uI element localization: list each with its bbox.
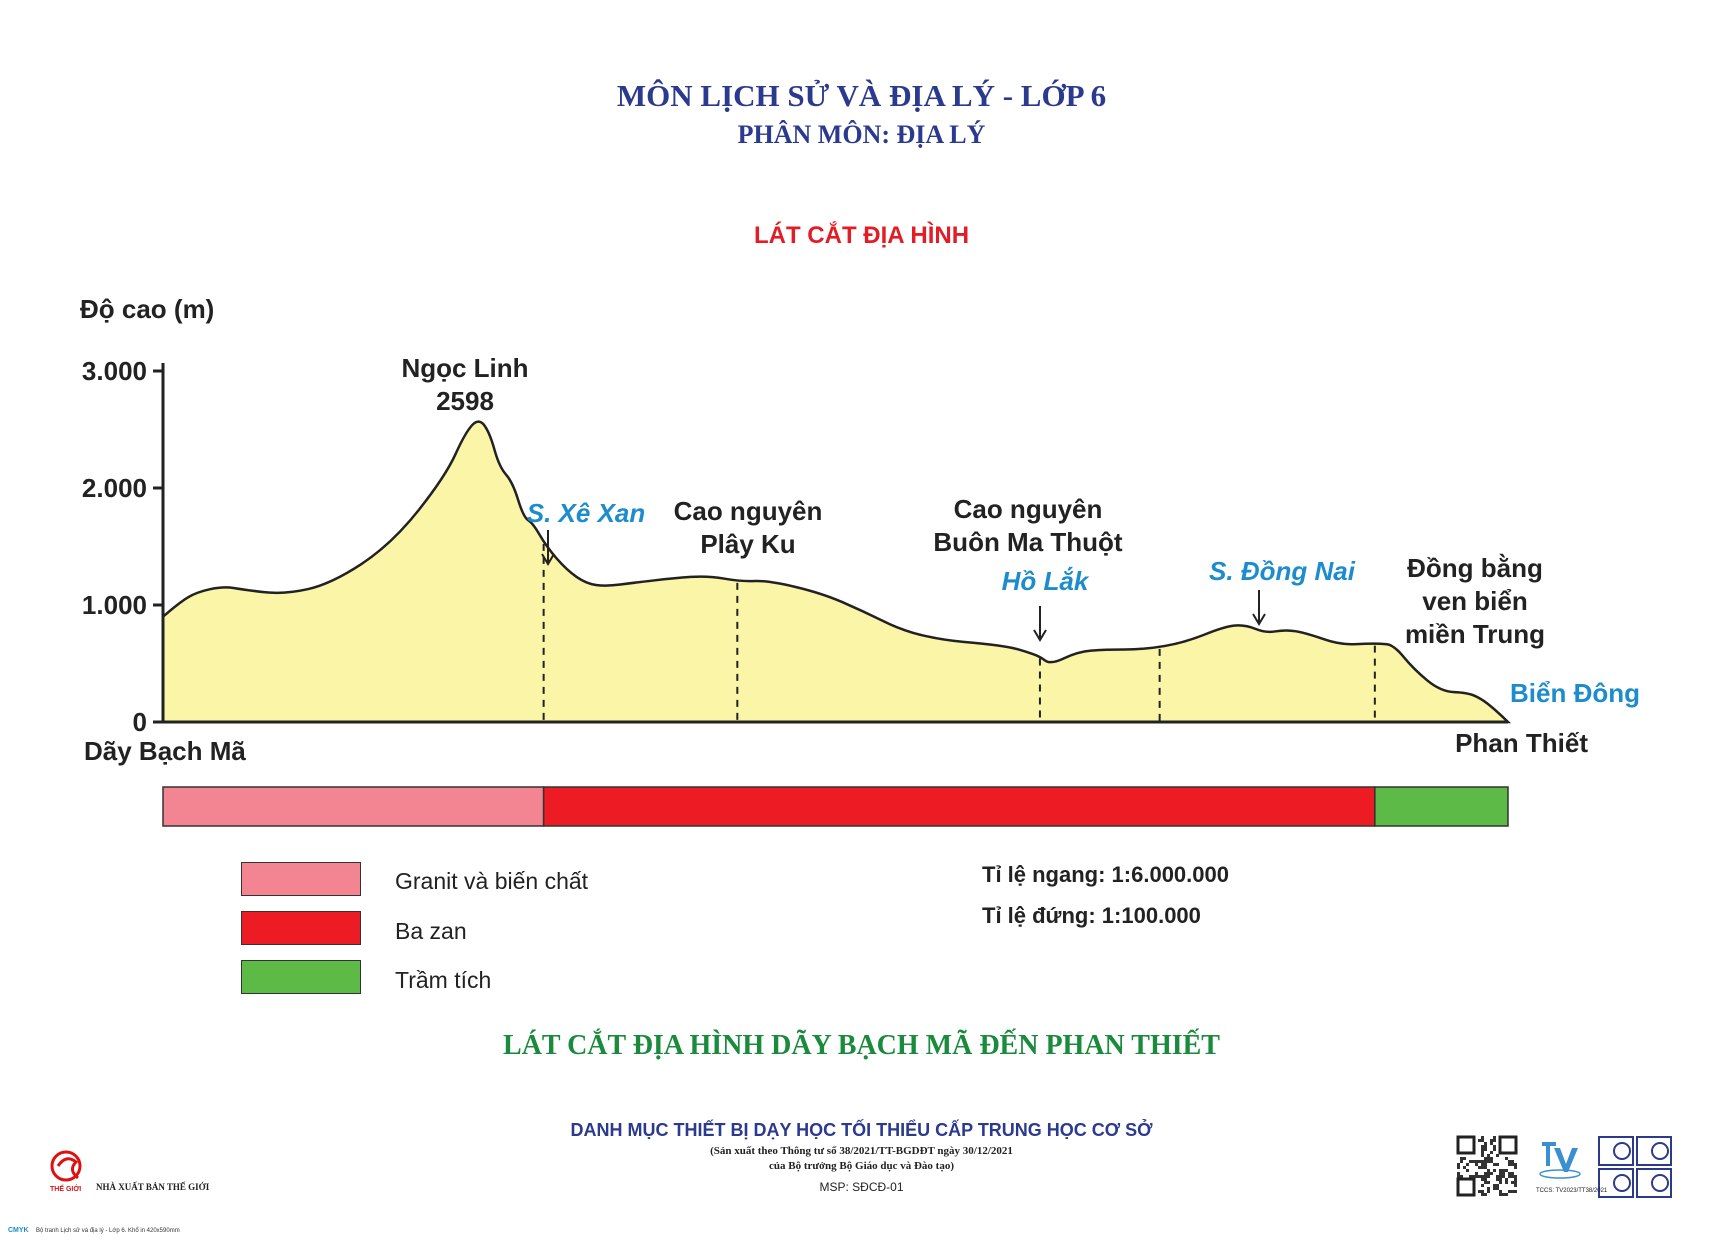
- legend-label-sediment: Trầm tích: [395, 967, 492, 993]
- y-tick-label: 2.000: [82, 473, 147, 503]
- horizontal-scale: Tỉ lệ ngang: 1:6.000.000: [982, 862, 1229, 887]
- iso-badges-icon: [1598, 1136, 1672, 1198]
- vertical-scale: Tỉ lệ đứng: 1:100.000: [982, 903, 1201, 928]
- publisher-logo-text: THẾ GIỚI: [50, 1186, 82, 1193]
- y-tick-label: 1.000: [82, 590, 147, 620]
- end-label: Phan Thiết: [1455, 728, 1588, 758]
- publisher-logo-icon: [50, 1150, 82, 1182]
- start-label: Dãy Bạch Mã: [84, 736, 246, 766]
- plain-line2: ven biển: [1422, 586, 1527, 616]
- footer-title: DANH MỤC THIẾT BỊ DẠY HỌC TỐI THIỂU CẤP …: [570, 1120, 1153, 1140]
- plain-line1: Đồng bằng: [1407, 553, 1543, 583]
- print-note: Bộ tranh Lịch sử và địa lý - Lớp 6. Khổ …: [36, 1228, 180, 1234]
- cmyk-mark: CMYK: [8, 1227, 29, 1234]
- plateau-playku-line2: Plây Ku: [700, 529, 795, 559]
- arrow-icon: [541, 530, 555, 566]
- river-dongnai-label: S. Đồng Nai: [1209, 556, 1356, 586]
- branch-title: PHÂN MÔN: ĐỊA LÝ: [737, 120, 986, 149]
- y-axis: [161, 363, 1508, 724]
- qr-code-icon: [1456, 1135, 1518, 1197]
- y-tick-label: 0: [133, 707, 147, 737]
- lake-lak-label: Hồ Lắk: [1002, 566, 1090, 596]
- footer-subtitle-2: của Bộ trưởng Bộ Giáo dục và Đào tạo): [768, 1160, 955, 1172]
- terrain-dividers: [542, 543, 1376, 722]
- plateau-buonmathuot-line1: Cao nguyên: [954, 494, 1103, 524]
- legend-label-granite: Granit và biến chất: [395, 868, 589, 894]
- legend-swatch-basalt: [241, 911, 361, 945]
- truongviet-logo-icon: [1539, 1142, 1581, 1179]
- section-title: LÁT CẮT ĐỊA HÌNH: [753, 222, 970, 249]
- publisher-name: NHÀ XUẤT BẢN THẾ GIỚI: [96, 1182, 210, 1192]
- tccs-code: TCCS: TV2023/TT38/2021: [1536, 1188, 1608, 1194]
- peak-name-label: Ngọc Linh: [401, 353, 528, 383]
- certification-block: TCCS: TV2023/TT38/2021: [1536, 1136, 1676, 1198]
- geology-segment: [162, 786, 545, 827]
- footer-subtitle-1: (Sản xuất theo Thông tư số 38/2021/TT-BG…: [710, 1145, 1013, 1157]
- plateau-playku-line1: Cao nguyên: [674, 496, 823, 526]
- y-ticks: 3.000 2.000 1.000 0: [82, 356, 163, 737]
- publisher-block: THẾ GIỚI NHÀ XUẤT BẢN THẾ GIỚI: [42, 1148, 242, 1198]
- y-axis-label: Độ cao (m): [80, 294, 214, 324]
- msp-code: MSP: SĐCĐ-01: [819, 1180, 904, 1194]
- subject-title: MÔN LỊCH SỬ VÀ ĐỊA LÝ - LỚP 6: [616, 78, 1107, 113]
- geology-segment: [542, 786, 1376, 827]
- arrow-icon: [1252, 590, 1266, 626]
- legend-swatch-granite: [241, 862, 361, 896]
- legend-label-basalt: Ba zan: [395, 918, 467, 944]
- plain-line3: miền Trung: [1405, 619, 1545, 649]
- geology-segment: [1374, 786, 1509, 827]
- plateau-buonmathuot-line2: Buôn Ma Thuột: [933, 527, 1123, 557]
- sea-label: Biển Đông: [1510, 678, 1640, 708]
- legend-swatch-sediment: [241, 960, 361, 994]
- river-xexan-label: S. Xê Xan: [527, 498, 646, 528]
- print-note-line: CMYK Bộ tranh Lịch sử và địa lý - Lớp 6.…: [0, 1226, 1723, 1240]
- geology-bar: [162, 786, 1509, 827]
- peak-value-label: 2598: [436, 386, 494, 416]
- terrain-area: [161, 420, 1512, 724]
- main-title: LÁT CẮT ĐỊA HÌNH DÃY BẠCH MÃ ĐẾN PHAN TH…: [503, 1030, 1220, 1061]
- y-tick-label: 3.000: [82, 356, 147, 386]
- arrow-icon: [1033, 606, 1047, 642]
